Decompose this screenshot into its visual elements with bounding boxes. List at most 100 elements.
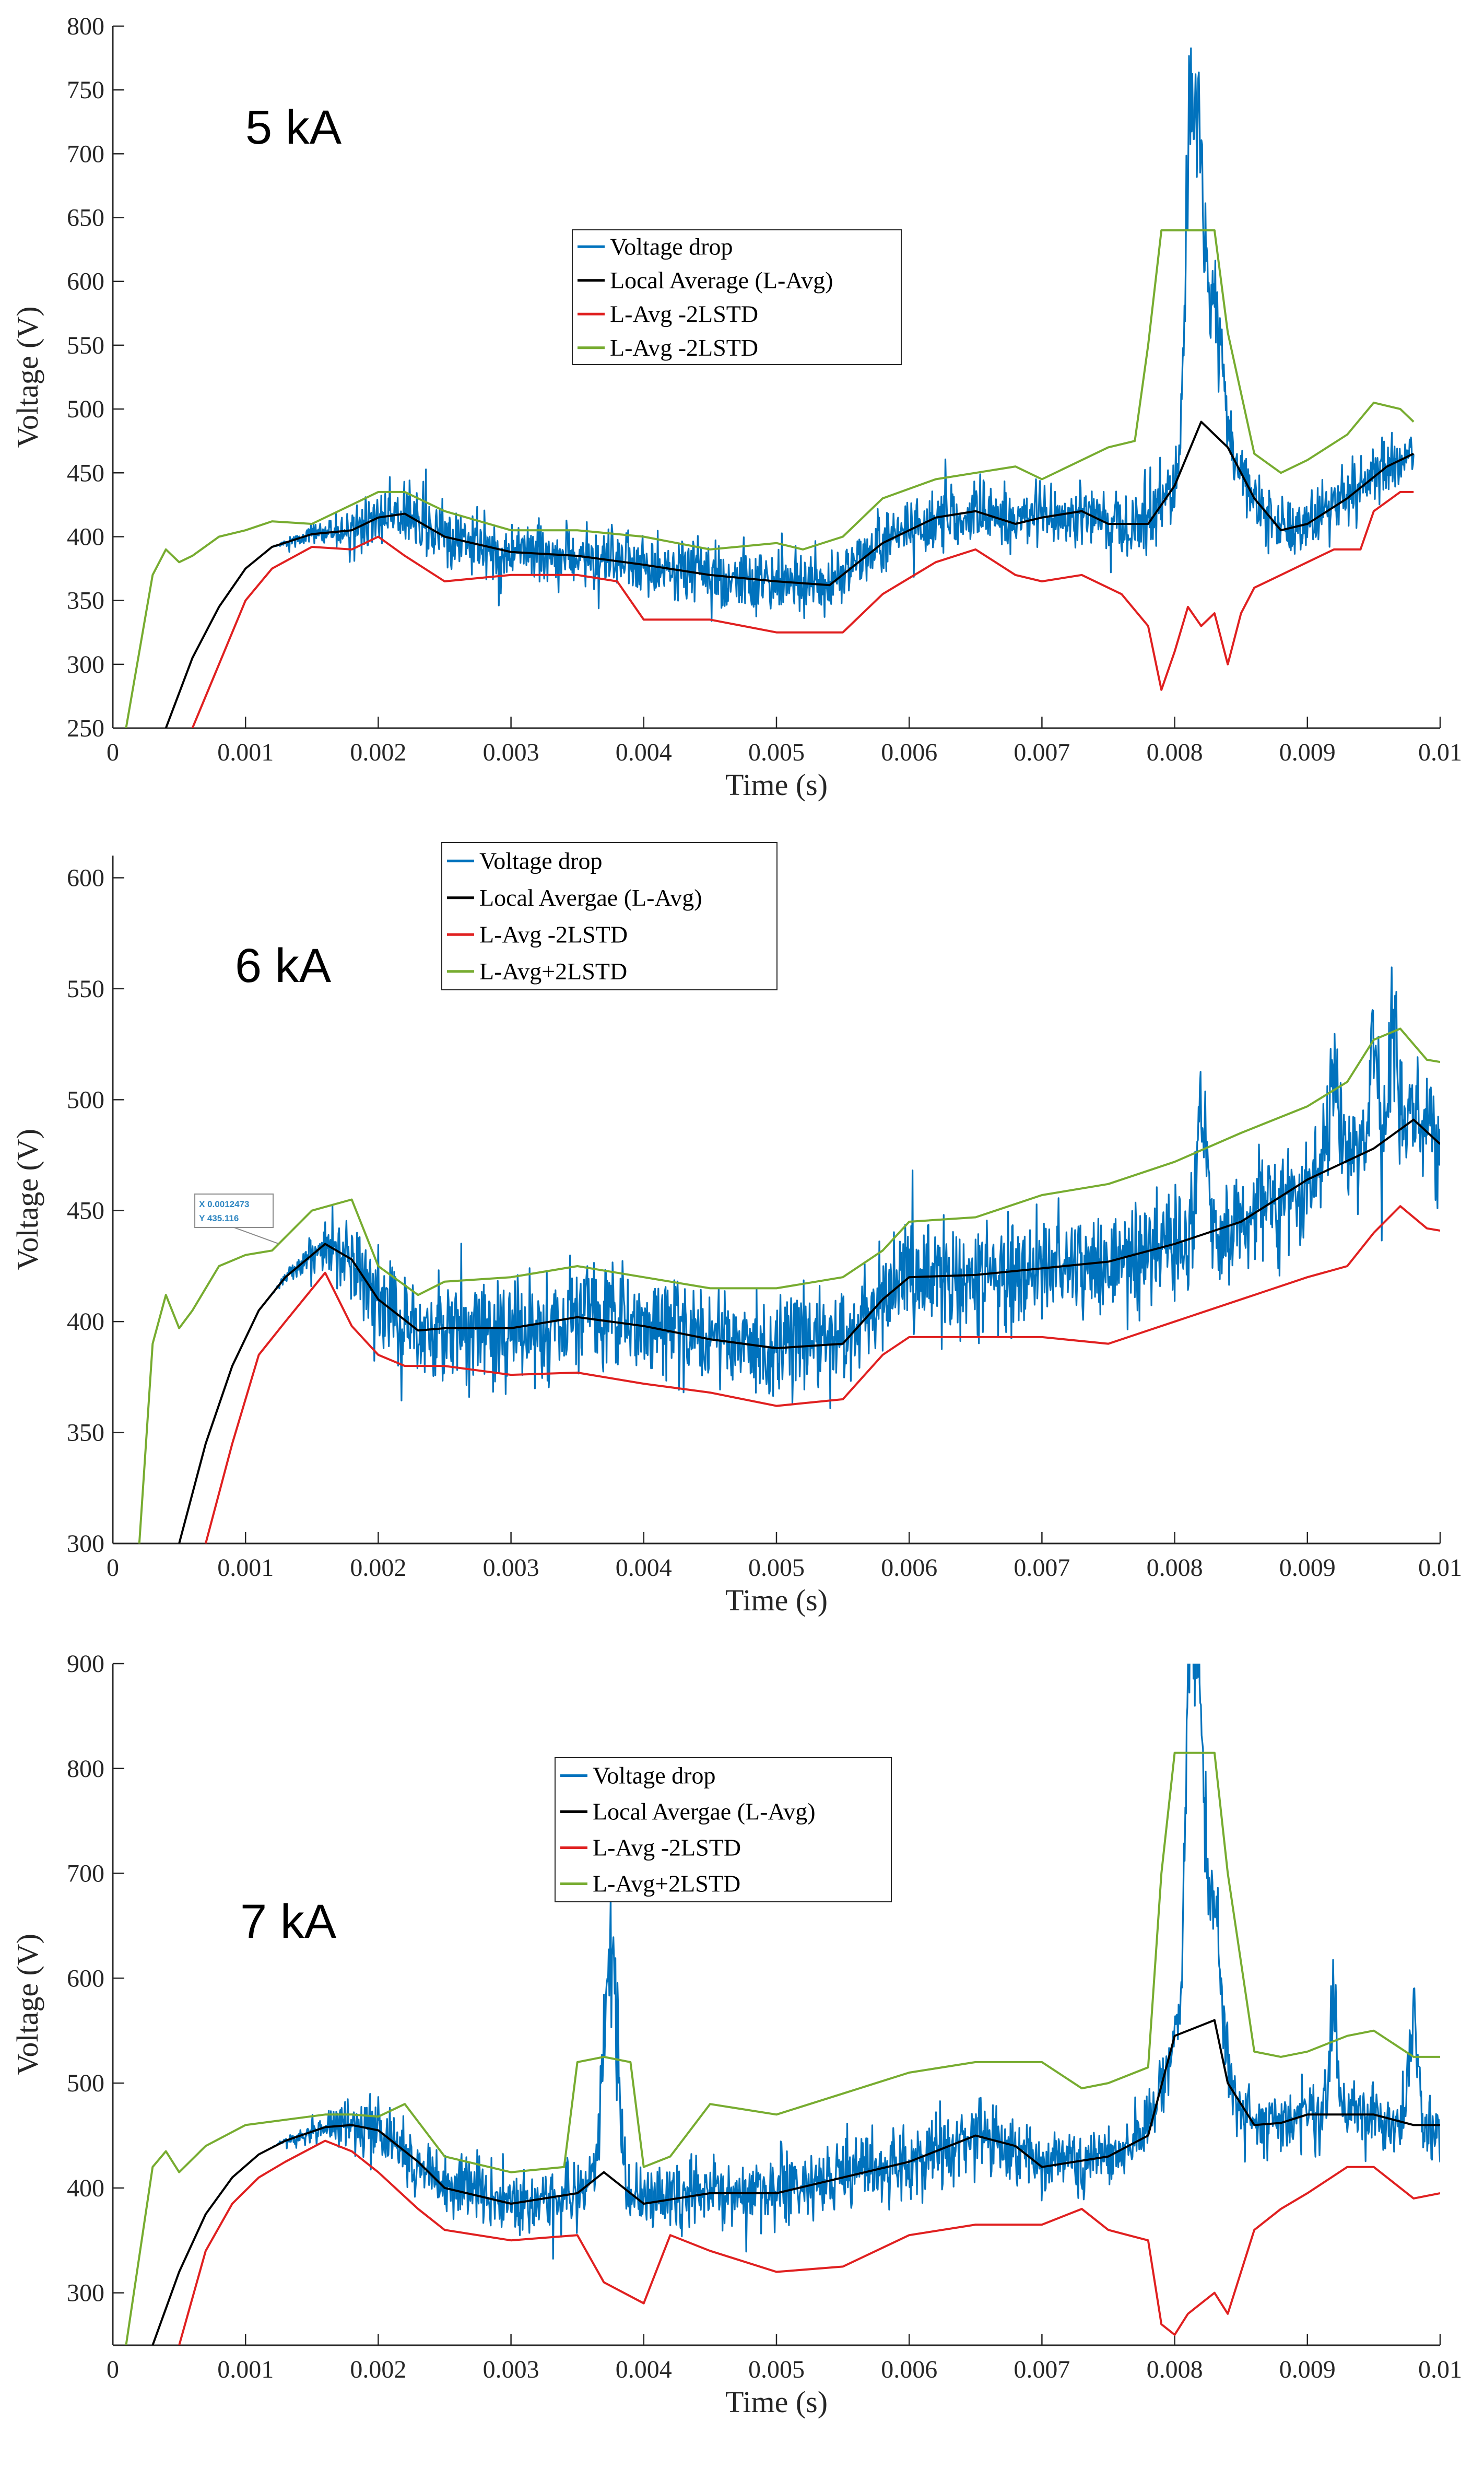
- y-tick-label: 400: [67, 523, 104, 551]
- y-tick-label: 800: [67, 13, 104, 40]
- x-tick-label: 0.009: [1279, 739, 1336, 766]
- x-tick-label: 0.002: [350, 1554, 406, 1582]
- series-upper-line: [138, 1027, 1440, 1543]
- y-tick-label: 450: [67, 459, 104, 487]
- y-axis-title: Voltage (V): [10, 1934, 44, 2075]
- x-tick-label: 0.008: [1147, 1554, 1203, 1582]
- x-tick-label: 0: [107, 2356, 119, 2383]
- x-tick-label: 0.004: [616, 1554, 672, 1582]
- x-tick-label: 0.01: [1418, 739, 1462, 766]
- x-tick-label: 0.007: [1014, 739, 1070, 766]
- y-axis-title: Voltage (V): [10, 1129, 44, 1270]
- datatip: X 0.0012473 Y 435.116: [194, 1193, 279, 1244]
- x-tick-label: 0.001: [217, 1554, 274, 1582]
- series-voltage-drop-line: [151, 1664, 1440, 2345]
- legend-entry: L-Avg -2LSTD: [610, 300, 758, 327]
- x-tick-label: 0.002: [350, 2356, 406, 2383]
- legend: Voltage drop Local Average (L-Avg) L-Avg -…: [572, 229, 902, 365]
- series-avg-line: [178, 1118, 1440, 1543]
- y-tick-label: 350: [67, 587, 104, 615]
- legend-entry: L-Avg -2LSTD: [610, 334, 758, 361]
- x-tick-label: 0.006: [881, 2356, 937, 2383]
- series-avg-line: [164, 420, 1415, 728]
- x-tick-label: 0.004: [616, 2356, 672, 2383]
- series-voltage-drop-line: [165, 47, 1415, 728]
- datatip-x: X 0.0012473: [199, 1199, 249, 1209]
- y-tick-label: 250: [67, 715, 104, 742]
- legend: Voltage drop Local Avergae (L-Avg) L-Avg -…: [441, 842, 778, 990]
- x-tick-label: 0: [107, 1554, 119, 1582]
- legend-entry: Voltage drop: [593, 1762, 716, 1789]
- y-tick-label: 450: [67, 1197, 104, 1225]
- x-tick-label: 0.008: [1147, 2356, 1203, 2383]
- y-tick-label: 300: [67, 1530, 104, 1558]
- y-tick-label: 750: [67, 76, 104, 104]
- series-lower-line: [191, 490, 1414, 728]
- x-tick-label: 0.001: [217, 2356, 274, 2383]
- y-tick-label: 900: [67, 1650, 104, 1678]
- legend-entry: Local Avergae (L-Avg): [479, 884, 702, 911]
- x-tick-label: 0.006: [881, 1554, 937, 1582]
- y-axis-title: Voltage (V): [10, 306, 44, 448]
- legend-entry: Local Avergae (L-Avg): [593, 1798, 816, 1825]
- current-label: 7 kA: [240, 1895, 337, 1948]
- series-voltage-drop-line: [178, 966, 1440, 1543]
- x-tick-label: 0.01: [1418, 2356, 1462, 2383]
- legend-entry: Local Average (L-Avg): [610, 267, 833, 294]
- x-axis-title: Time (s): [725, 768, 828, 802]
- y-tick-label: 600: [67, 864, 104, 892]
- y-tick-label: 550: [67, 332, 104, 359]
- x-tick-label: 0.009: [1279, 1554, 1336, 1582]
- legend-entry: L-Avg -2LSTD: [593, 1834, 741, 1861]
- x-tick-label: 0.005: [748, 2356, 805, 2383]
- datatip-box: [194, 1193, 274, 1228]
- x-tick-label: 0.005: [748, 1554, 805, 1582]
- legend-entry: Voltage drop: [610, 233, 733, 260]
- legend: Voltage drop Local Avergae (L-Avg) L-Avg -…: [555, 1757, 892, 1902]
- series-upper-line: [125, 229, 1415, 728]
- series-upper-line: [125, 1751, 1440, 2345]
- datatip-y: Y 435.116: [199, 1213, 239, 1223]
- x-tick-label: 0.003: [483, 739, 539, 766]
- x-tick-label: 0.006: [881, 739, 937, 766]
- y-tick-label: 300: [67, 651, 104, 679]
- y-tick-label: 650: [67, 204, 104, 232]
- x-tick-label: 0.007: [1014, 1554, 1070, 1582]
- y-tick-label: 300: [67, 2279, 104, 2307]
- x-tick-label: 0.007: [1014, 2356, 1070, 2383]
- current-label: 5 kA: [245, 101, 342, 154]
- legend-box: [441, 842, 778, 990]
- legend-entry: L-Avg -2LSTD: [479, 921, 628, 948]
- legend-entry: L-Avg+2LSTD: [479, 958, 627, 985]
- y-tick-label: 700: [67, 140, 104, 168]
- y-tick-label: 600: [67, 268, 104, 296]
- y-tick-label: 500: [67, 1086, 104, 1114]
- datatip-pointer: [233, 1227, 279, 1244]
- x-tick-label: 0: [107, 739, 119, 766]
- chart-panel-1: 0 0.001 0.002 0.003 0.004 0.005 0.006 0.007 0.00…: [10, 13, 1462, 802]
- legend-entry: Voltage drop: [479, 847, 603, 874]
- x-tick-label: 0.001: [217, 739, 274, 766]
- y-tick-label: 500: [67, 395, 104, 423]
- chart-panel-3: 0 0.001 0.002 0.003 0.004 0.005 0.006 0.007 0.00…: [10, 1650, 1462, 2419]
- series-lower-line: [178, 2139, 1440, 2345]
- x-tick-label: 0.005: [748, 739, 805, 766]
- series-avg-line: [151, 2019, 1440, 2345]
- y-tick-label: 400: [67, 1308, 104, 1336]
- series-lower-line: [204, 1205, 1440, 1543]
- x-tick-label: 0.004: [616, 739, 672, 766]
- x-tick-label: 0.01: [1418, 1554, 1462, 1582]
- y-tick-label: 500: [67, 2069, 104, 2097]
- y-tick-label: 700: [67, 1860, 104, 1888]
- legend-box: [572, 229, 902, 365]
- legend-box: [555, 1757, 892, 1902]
- x-tick-label: 0.003: [483, 1554, 539, 1582]
- y-tick-label: 350: [67, 1419, 104, 1447]
- x-tick-label: 0.003: [483, 2356, 539, 2383]
- current-label: 6 kA: [235, 939, 332, 992]
- y-tick-label: 600: [67, 1964, 104, 1992]
- chart-panel-2: 0 0.001 0.002 0.003 0.004 0.005 0.006 0.007 0.00…: [10, 842, 1462, 1617]
- x-axis-title: Time (s): [725, 2385, 828, 2419]
- x-tick-label: 0.002: [350, 739, 406, 766]
